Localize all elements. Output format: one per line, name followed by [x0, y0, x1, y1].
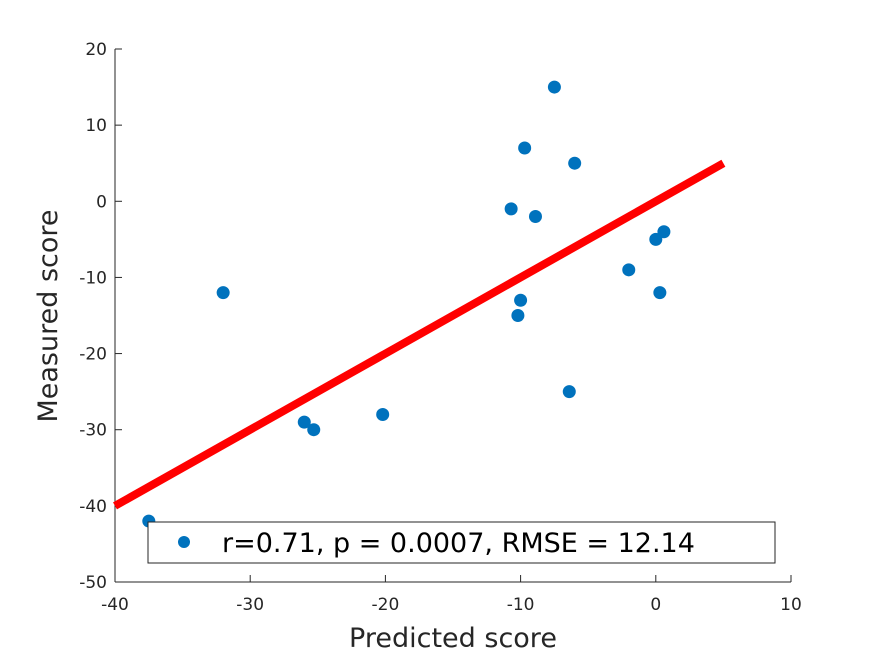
data-point — [649, 232, 663, 246]
y-tick-label: -40 — [79, 497, 107, 517]
x-tick-label: -30 — [236, 595, 264, 615]
y-axis-label: Measured score — [33, 209, 64, 422]
data-point — [653, 286, 667, 300]
data-point — [562, 385, 576, 399]
x-tick-label: 0 — [650, 595, 661, 615]
data-point — [568, 156, 582, 170]
fit-line — [113, 159, 726, 510]
x-tick-label: -40 — [101, 595, 129, 615]
legend: r=0.71, p = 0.0007, RMSE = 12.14 — [147, 521, 776, 564]
x-tick-label: 10 — [780, 595, 802, 615]
data-point — [307, 423, 321, 437]
fit-line-layer — [113, 159, 726, 510]
data-point — [518, 141, 532, 155]
data-point — [622, 263, 636, 277]
y-tick-label: 0 — [96, 192, 107, 212]
x-tick-label: -20 — [372, 595, 400, 615]
data-point — [528, 210, 542, 224]
x-axis-label: Predicted score — [349, 623, 557, 654]
data-point — [547, 80, 561, 94]
data-point — [376, 407, 390, 421]
data-point — [216, 286, 230, 300]
legend-box — [147, 521, 776, 564]
data-point — [511, 309, 525, 322]
legend-label: r=0.71, p = 0.0007, RMSE = 12.14 — [222, 528, 695, 559]
y-tick-label: -10 — [79, 268, 107, 288]
points-layer — [142, 80, 671, 528]
data-point — [657, 225, 671, 239]
y-tick-label: 20 — [85, 40, 107, 60]
y-tick-label: -20 — [79, 345, 107, 365]
data-point — [297, 415, 311, 429]
x-tick-label: -10 — [507, 595, 535, 615]
data-point — [504, 202, 518, 216]
y-tick-label: -30 — [79, 421, 107, 441]
data-point — [514, 293, 528, 307]
legend-marker — [178, 536, 190, 548]
y-tick-label: 10 — [85, 116, 107, 136]
y-tick-label: -50 — [79, 573, 107, 593]
